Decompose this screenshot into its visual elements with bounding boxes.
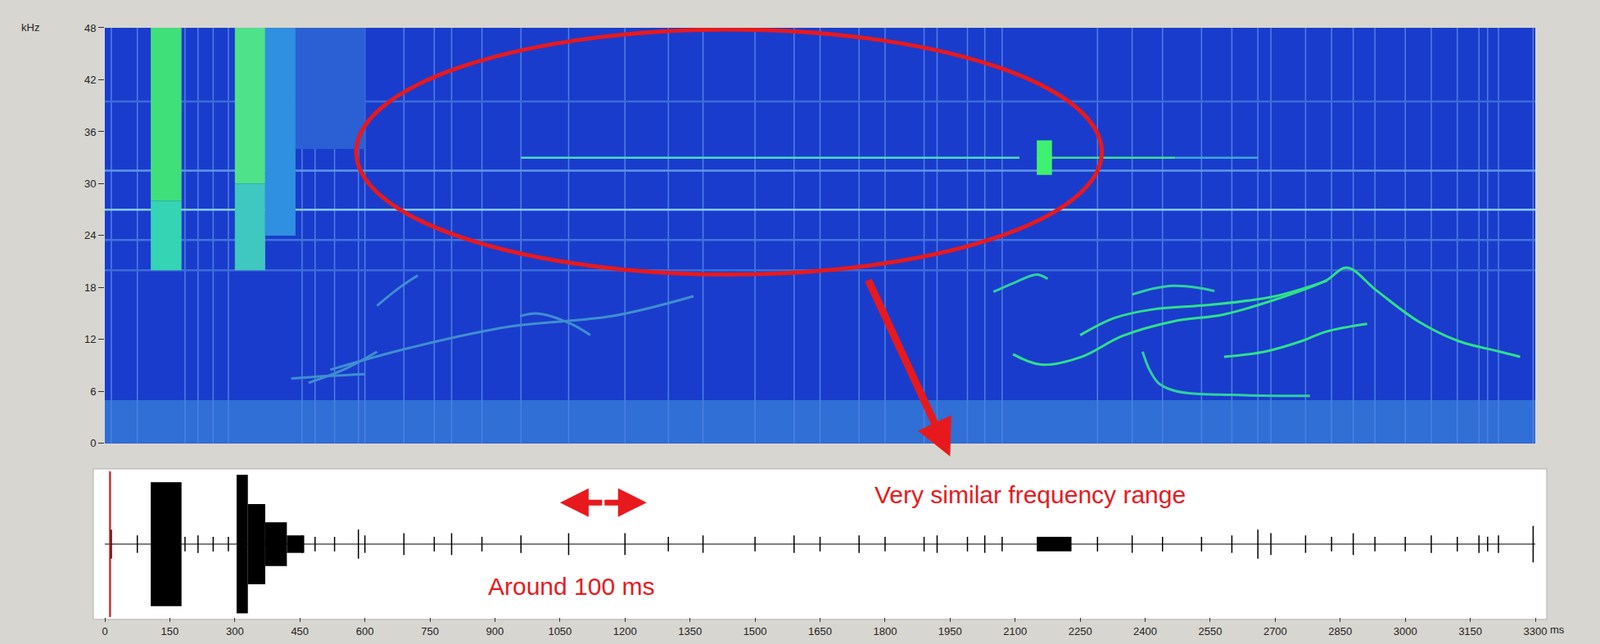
svg-text:3300: 3300 [1523,625,1548,638]
svg-text:48: 48 [84,22,96,35]
svg-text:0: 0 [90,437,96,450]
svg-text:300: 300 [225,625,245,638]
svg-text:1500: 1500 [743,625,768,638]
svg-text:1200: 1200 [613,625,638,638]
svg-text:2250: 2250 [1068,625,1093,638]
svg-text:18: 18 [84,281,96,294]
svg-text:1950: 1950 [938,625,963,638]
svg-text:3150: 3150 [1458,625,1483,638]
svg-text:750: 750 [420,625,439,638]
svg-text:2700: 2700 [1263,625,1288,638]
svg-text:1800: 1800 [872,625,897,638]
svg-text:6: 6 [90,385,96,398]
svg-text:0: 0 [101,625,108,638]
svg-text:900: 900 [486,625,505,638]
svg-text:36: 36 [84,126,96,139]
svg-text:Around 100 ms: Around 100 ms [488,573,655,601]
svg-text:24: 24 [84,229,96,242]
svg-text:kHz: kHz [21,21,40,34]
svg-text:Very similar frequency range: Very similar frequency range [874,481,1186,509]
svg-text:12: 12 [84,333,96,346]
svg-text:600: 600 [356,625,375,638]
svg-text:150: 150 [161,625,180,638]
svg-text:450: 450 [290,625,309,638]
svg-text:2550: 2550 [1197,625,1222,638]
svg-text:1050: 1050 [547,625,572,638]
svg-text:2100: 2100 [1003,625,1027,638]
svg-text:ms: ms [1550,623,1565,637]
svg-text:3000: 3000 [1393,625,1418,638]
svg-text:30: 30 [84,177,96,190]
svg-text:2400: 2400 [1133,625,1158,638]
svg-text:2850: 2850 [1328,625,1352,638]
svg-text:42: 42 [84,73,96,86]
svg-text:1650: 1650 [808,625,832,638]
svg-text:1350: 1350 [677,625,702,638]
